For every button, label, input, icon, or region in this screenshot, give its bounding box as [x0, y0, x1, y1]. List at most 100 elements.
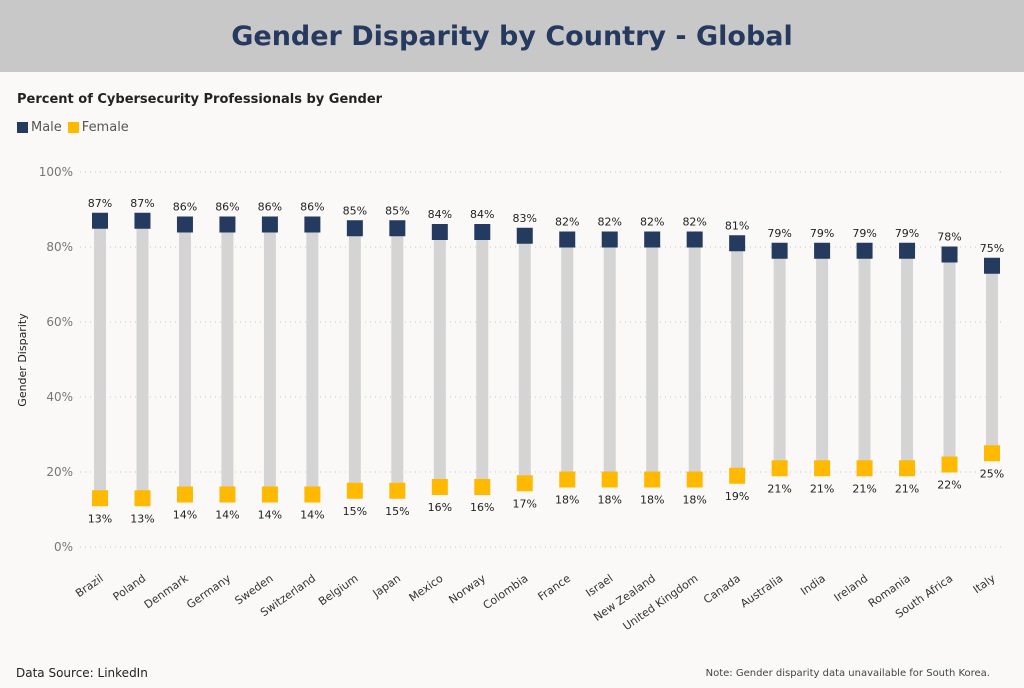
legend-item-male[interactable]: Male [17, 120, 62, 135]
male-marker [516, 227, 533, 244]
x-tick-label: Ireland [832, 572, 871, 604]
male-marker [431, 224, 448, 240]
female-data-label: 13% [88, 512, 112, 525]
male-marker [814, 242, 831, 259]
range-bar [391, 228, 404, 491]
range-bar [263, 224, 276, 495]
female-data-label: 25% [980, 467, 1004, 480]
male-data-label: 87% [130, 197, 154, 210]
male-marker [644, 231, 661, 248]
x-tick-label: Mexico [407, 572, 446, 605]
female-marker [559, 471, 576, 488]
range-bar [518, 235, 531, 484]
female-data-label: 21% [767, 482, 791, 495]
y-tick-label: 20% [46, 465, 73, 479]
range-bar [178, 224, 191, 495]
male-data-label: 78% [937, 231, 961, 244]
female-marker [941, 456, 958, 473]
male-marker [856, 242, 873, 259]
female-data-label: 19% [725, 490, 749, 503]
x-tick-label: Belgium [316, 572, 360, 609]
y-tick-label: 0% [54, 540, 73, 554]
male-data-label: 75% [980, 242, 1004, 255]
y-tick-label: 100% [39, 165, 73, 179]
female-marker [134, 490, 151, 507]
female-marker [856, 460, 873, 477]
male-data-label: 79% [810, 227, 834, 240]
page-title: Gender Disparity by Country - Global [231, 20, 793, 52]
male-data-label: 83% [513, 212, 537, 225]
range-bar [221, 224, 234, 495]
female-data-label: 16% [470, 501, 494, 514]
female-marker [176, 486, 193, 503]
male-marker [899, 242, 916, 259]
male-marker [771, 242, 788, 259]
y-axis-title: Gender Disparity [16, 313, 29, 407]
female-marker [899, 460, 916, 477]
footnote: Note: Gender disparity data unavailable … [705, 668, 990, 679]
female-marker [984, 445, 1000, 462]
legend-item-female[interactable]: Female [67, 120, 129, 135]
header: Gender Disparity by Country - Global [0, 0, 1024, 72]
female-marker [644, 471, 661, 488]
male-data-label: 81% [725, 219, 749, 232]
x-tick-label: Japan [370, 572, 403, 601]
x-tick-label: Israel [583, 572, 615, 600]
range-bar [986, 265, 998, 454]
male-data-label: 86% [215, 201, 239, 214]
female-marker [686, 471, 703, 488]
male-marker [304, 216, 321, 233]
x-tick-label: Australia [738, 572, 785, 611]
male-data-label: 84% [428, 208, 452, 221]
x-tick-label: India [798, 572, 828, 598]
x-tick-label: Germany [184, 572, 233, 612]
female-data-label: 15% [343, 505, 367, 518]
female-swatch [67, 122, 79, 133]
female-data-label: 15% [385, 505, 409, 518]
male-data-label: 82% [597, 216, 621, 229]
female-data-label: 17% [513, 497, 537, 510]
male-marker [474, 224, 491, 240]
range-bar [858, 250, 871, 469]
female-data-label: 14% [215, 509, 239, 522]
male-marker [389, 220, 406, 237]
x-tick-label: United Kingdom [621, 572, 701, 633]
female-marker [814, 460, 831, 477]
range-bar [433, 232, 446, 487]
x-tick-label: France [536, 572, 574, 604]
range-bar [306, 224, 319, 495]
x-tick-label: Poland [111, 572, 149, 604]
female-marker [431, 479, 448, 495]
male-data-label: 85% [343, 204, 367, 217]
male-marker [176, 216, 193, 233]
female-data-label: 22% [937, 479, 961, 492]
male-marker [601, 231, 618, 248]
female-data-label: 21% [810, 482, 834, 495]
female-marker [261, 486, 278, 503]
range-bar [94, 220, 106, 499]
male-marker [686, 231, 703, 248]
range-bar [603, 239, 616, 480]
female-marker [304, 486, 321, 503]
range-bar [348, 228, 361, 491]
female-data-label: 14% [300, 509, 324, 522]
female-marker [601, 471, 618, 488]
male-marker [559, 231, 576, 248]
male-data-label: 86% [258, 201, 282, 214]
male-marker [261, 216, 278, 233]
female-marker [389, 482, 406, 499]
male-data-label: 87% [88, 197, 112, 210]
x-tick-label: Colombia [481, 572, 531, 612]
range-bar [476, 232, 489, 487]
y-tick-label: 80% [46, 240, 73, 254]
male-data-label: 79% [895, 227, 919, 240]
y-tick-label: 60% [46, 315, 73, 329]
legend-label-female: Female [81, 120, 129, 135]
range-bar [943, 254, 956, 465]
female-marker [729, 467, 746, 484]
female-data-label: 14% [258, 509, 282, 522]
male-data-label: 84% [470, 208, 494, 221]
male-swatch [17, 122, 28, 133]
x-tick-label: Denmark [142, 571, 191, 611]
legend-label-male: Male [31, 120, 62, 135]
